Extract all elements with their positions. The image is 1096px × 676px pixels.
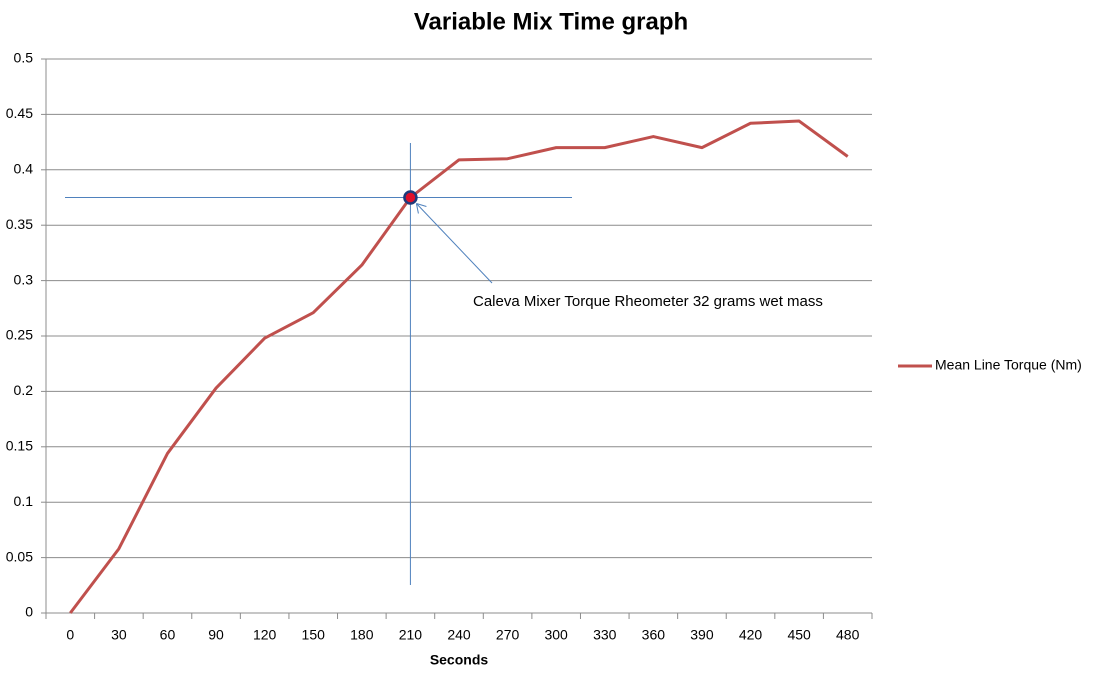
x-tick-label: 330 [593, 627, 617, 643]
x-tick-label: 390 [690, 627, 714, 643]
x-tick-label: 480 [836, 627, 860, 643]
x-tick-label: 450 [787, 627, 811, 643]
x-tick-label: 420 [739, 627, 763, 643]
y-tick-label: 0.1 [14, 493, 34, 509]
chart-title: Variable Mix Time graph [414, 8, 688, 35]
y-tick-label: 0.3 [14, 271, 34, 287]
series-line [69, 119, 849, 614]
y-tick-label: 0.45 [6, 105, 33, 121]
x-tick-label: 300 [544, 627, 568, 643]
annotation-arrow [416, 203, 493, 284]
x-tick-label: 60 [160, 627, 176, 643]
x-tick-label: 240 [447, 627, 471, 643]
highlight-marker [403, 190, 418, 205]
y-tick-label: 0.4 [14, 161, 34, 177]
y-tick-label: 0.35 [6, 216, 33, 232]
x-tick-label: 180 [350, 627, 374, 643]
y-tick-label: 0.25 [6, 327, 33, 343]
annotation-arrowhead [415, 203, 427, 214]
y-tick-label: 0.5 [14, 50, 34, 66]
x-tick-label: 360 [642, 627, 666, 643]
x-tick-label: 120 [253, 627, 277, 643]
y-tick-label: 0.15 [6, 438, 33, 454]
x-tick-label: 210 [399, 627, 423, 643]
x-tick-label: 270 [496, 627, 520, 643]
y-tick-label: 0.2 [14, 382, 34, 398]
x-tick-label: 90 [208, 627, 224, 643]
x-tick-label: 0 [66, 627, 74, 643]
x-tick-label: 30 [111, 627, 127, 643]
x-axis-label: Seconds [430, 652, 489, 668]
y-tick-label: 0 [25, 604, 33, 620]
legend-label: Mean Line Torque (Nm) [935, 357, 1082, 373]
y-tick-label: 0.05 [6, 548, 33, 564]
annotation-text: Caleva Mixer Torque Rheometer 32 grams w… [473, 293, 823, 310]
x-tick-label: 150 [302, 627, 326, 643]
